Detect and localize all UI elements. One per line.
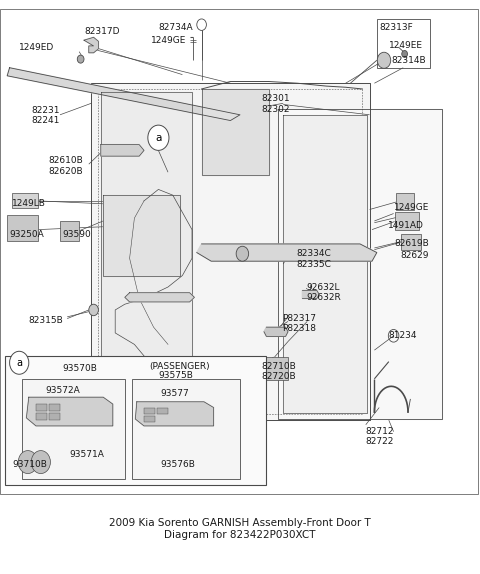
Text: 93710B: 93710B: [12, 460, 47, 470]
Bar: [103, 146, 134, 155]
Text: 93590: 93590: [62, 230, 91, 239]
Text: a: a: [16, 358, 22, 368]
Text: 93250A: 93250A: [10, 230, 44, 239]
Polygon shape: [197, 244, 377, 261]
Text: P82318: P82318: [282, 324, 316, 333]
Text: 82734A: 82734A: [158, 23, 193, 32]
Polygon shape: [26, 397, 113, 426]
Bar: [49, 404, 60, 411]
Bar: [36, 404, 47, 411]
Text: 82301: 82301: [262, 94, 290, 103]
Bar: [262, 357, 288, 380]
Polygon shape: [135, 402, 214, 426]
Polygon shape: [84, 37, 98, 53]
Bar: [132, 379, 240, 479]
Bar: [144, 416, 155, 422]
Text: 82720B: 82720B: [262, 372, 296, 381]
Bar: [49, 413, 60, 420]
Text: 82231: 82231: [31, 106, 60, 115]
Text: 82335C: 82335C: [297, 259, 332, 269]
Text: 1249GE: 1249GE: [394, 203, 429, 212]
Bar: [401, 234, 421, 250]
Text: 2009 Kia Sorento GARNISH Assembly-Front Door T
Diagram for 823422P030XCT: 2009 Kia Sorento GARNISH Assembly-Front …: [109, 518, 371, 540]
Bar: [157, 408, 168, 414]
Text: 93570B: 93570B: [62, 364, 97, 373]
Bar: [377, 19, 430, 68]
Text: P82317: P82317: [282, 314, 316, 323]
Polygon shape: [103, 195, 180, 276]
Bar: [36, 413, 47, 420]
Polygon shape: [302, 290, 319, 298]
Text: 93572A: 93572A: [46, 386, 80, 395]
Text: 82317D: 82317D: [84, 27, 120, 36]
Text: 1249LB: 1249LB: [12, 199, 46, 208]
Bar: [144, 408, 155, 414]
Circle shape: [377, 52, 391, 68]
Circle shape: [77, 55, 84, 63]
Text: 82620B: 82620B: [48, 166, 83, 176]
Text: 82619B: 82619B: [395, 239, 429, 249]
Text: 93575B: 93575B: [158, 371, 193, 381]
Polygon shape: [278, 109, 442, 419]
Polygon shape: [125, 293, 194, 302]
Circle shape: [89, 304, 98, 316]
Text: 82722: 82722: [366, 437, 394, 447]
Bar: [60, 221, 79, 241]
Text: 92632L: 92632L: [306, 282, 340, 292]
Polygon shape: [91, 83, 370, 420]
Text: 82712: 82712: [366, 427, 394, 436]
Text: 1249EE: 1249EE: [389, 41, 423, 51]
Text: a: a: [155, 133, 162, 143]
Text: 82314B: 82314B: [391, 56, 426, 65]
Text: (PASSENGER): (PASSENGER): [149, 362, 209, 371]
Bar: [0, 9, 478, 494]
Text: 82241: 82241: [31, 116, 60, 125]
Text: 93577: 93577: [161, 389, 190, 398]
Text: 82610B: 82610B: [48, 156, 83, 165]
Circle shape: [402, 51, 408, 57]
Polygon shape: [202, 89, 269, 175]
Circle shape: [148, 125, 169, 150]
Circle shape: [31, 451, 50, 474]
Bar: [396, 193, 414, 210]
Polygon shape: [283, 115, 367, 413]
Bar: [10, 227, 36, 238]
Polygon shape: [264, 327, 288, 336]
Bar: [5, 356, 266, 485]
Text: 82334C: 82334C: [297, 249, 331, 258]
Text: 82313F: 82313F: [379, 23, 413, 32]
Text: 93576B: 93576B: [161, 460, 196, 470]
Text: 92632R: 92632R: [306, 293, 341, 302]
Text: 82710B: 82710B: [262, 362, 296, 371]
Circle shape: [10, 351, 29, 374]
Text: 82629: 82629: [401, 251, 429, 260]
Bar: [7, 215, 38, 241]
Text: 81234: 81234: [389, 331, 417, 340]
Polygon shape: [7, 68, 240, 121]
Polygon shape: [101, 92, 192, 408]
Text: 1249ED: 1249ED: [19, 42, 54, 52]
Circle shape: [236, 246, 249, 261]
Polygon shape: [101, 145, 144, 156]
Text: 1249GE: 1249GE: [151, 36, 187, 45]
Bar: [22, 379, 125, 479]
Bar: [12, 193, 38, 208]
Text: 93571A: 93571A: [70, 450, 105, 459]
Polygon shape: [108, 399, 182, 410]
Bar: [395, 212, 419, 230]
Text: 82315B: 82315B: [29, 316, 63, 325]
Circle shape: [18, 451, 37, 474]
Text: 82302: 82302: [262, 104, 290, 114]
Text: 1491AD: 1491AD: [388, 220, 424, 230]
